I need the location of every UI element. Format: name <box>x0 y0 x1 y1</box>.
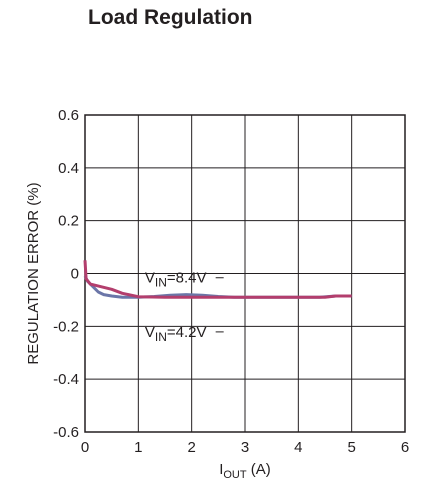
x-tick-label-6: 6 <box>401 439 409 456</box>
x-axis-label-sub: OUT <box>223 469 247 481</box>
chart-title: Load Regulation <box>88 6 253 29</box>
y-tick-label-3: 0 <box>71 266 79 283</box>
y-tick-label-0: 0.6 <box>58 107 79 124</box>
y-axis-label: REGULATION ERROR (%) <box>25 182 42 364</box>
x-axis-label-main: I <box>219 461 223 478</box>
grid <box>84 114 406 433</box>
tick-labels: 0 1 2 3 4 5 6 0.6 0.4 0.2 0 -0.2 -0.4 -0.6 <box>53 107 409 456</box>
y-tick-label-4: -0.2 <box>53 318 79 335</box>
y-tick-label-2: 0.2 <box>58 213 79 230</box>
x-tick-label-1: 1 <box>134 439 142 456</box>
y-tick-label-5: -0.4 <box>53 371 79 388</box>
x-axis-label-unit: (A) <box>247 461 271 478</box>
x-tick-label-2: 2 <box>187 439 195 456</box>
annotation-vin-1: VIN=4.2V <box>145 324 207 344</box>
series <box>83 260 352 299</box>
x-axis-label: IOUT (A) <box>219 461 271 481</box>
x-tick-label-3: 3 <box>241 439 249 456</box>
annotation-vin-0: VIN=8.4V <box>145 270 207 290</box>
annotations: VIN=8.4V VIN=4.2V <box>145 270 224 344</box>
y-tick-label-6: -0.6 <box>53 424 79 441</box>
series-line-1 <box>83 260 352 299</box>
x-tick-label-5: 5 <box>347 439 355 456</box>
y-tick-label-1: 0.4 <box>58 160 79 177</box>
x-tick-label-4: 4 <box>294 439 302 456</box>
x-tick-label-0: 0 <box>81 439 89 456</box>
